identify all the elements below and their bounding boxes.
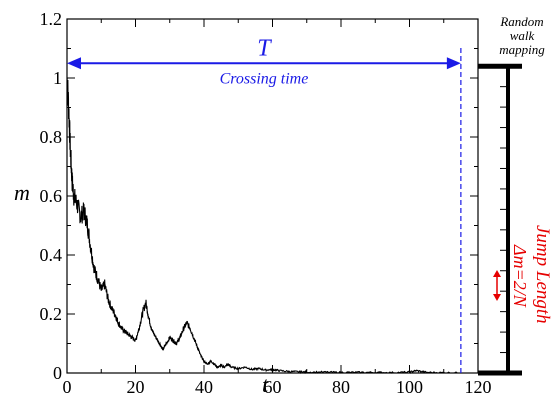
x-tick-label: 40 <box>195 377 213 397</box>
y-tick-label: 0.8 <box>40 127 63 147</box>
random-walk-mapping-panel: Random walk mapping Jump Length Δm=2/N <box>478 14 553 376</box>
T-label: T <box>257 35 272 61</box>
x-tick-label: 0 <box>63 377 72 397</box>
delta-m-label: Δm=2/N <box>510 244 530 308</box>
x-tick-label: 60 <box>264 377 282 397</box>
y-axis-label: m <box>14 180 30 205</box>
y-tick-label: 0 <box>53 363 62 383</box>
x-tick-label: 20 <box>127 377 145 397</box>
delta-arrow-down-head <box>493 294 501 301</box>
x-tick-label: 80 <box>332 377 350 397</box>
walk-bar-notches <box>500 86 508 354</box>
y-tick-label: 0.2 <box>40 304 63 324</box>
T-arrow-left-head <box>67 57 81 70</box>
y-ticks <box>67 18 478 374</box>
side-title-line-3: mapping <box>499 42 545 57</box>
side-title-line-1: Random <box>499 14 543 29</box>
jump-length-label: Jump Length <box>532 225 553 324</box>
x-tick-labels: 0 20 40 60 80 100 120 <box>63 377 492 397</box>
y-tick-label: 1 <box>53 68 62 88</box>
delta-arrow-up-head <box>493 270 501 277</box>
x-tick-label: 100 <box>396 377 423 397</box>
y-tick-label: 0.4 <box>40 245 63 265</box>
T-arrow-right-head <box>446 57 461 70</box>
y-tick-labels: 0 0.2 0.4 0.6 0.8 1 1.2 <box>40 9 63 383</box>
y-tick-label: 0.6 <box>40 186 63 206</box>
y-tick-label: 1.2 <box>40 9 63 29</box>
x-axis-label: t <box>262 372 269 397</box>
x-tick-label: 120 <box>465 377 492 397</box>
crossing-time-label: Crossing time <box>220 70 309 87</box>
side-title-line-2: walk <box>510 28 535 43</box>
series-line <box>66 77 461 375</box>
